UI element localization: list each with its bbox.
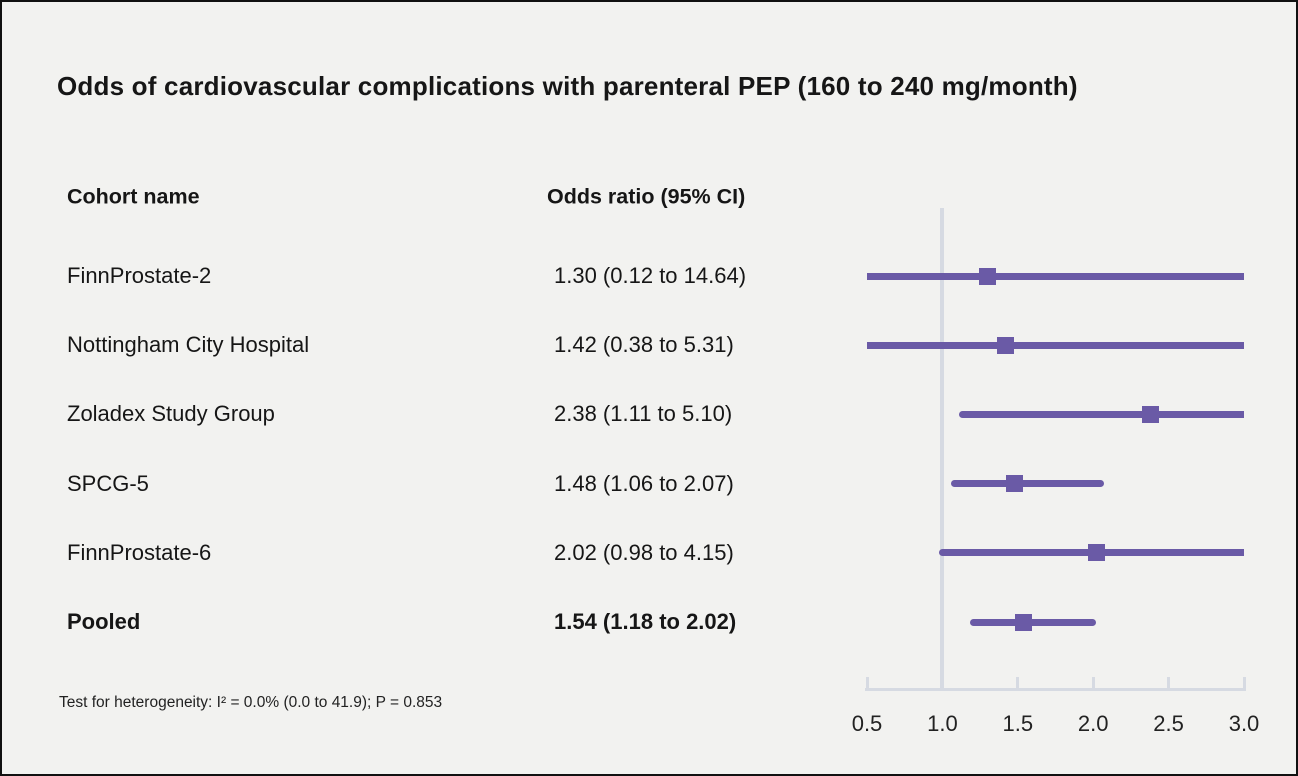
odds-ratio-marker [1006, 475, 1024, 493]
odds-ratio-marker [1015, 613, 1033, 631]
row-odds-ratio-value: 2.38 (1.11 to 5.10) [554, 401, 733, 427]
row-odds-ratio-value: 1.42 (0.38 to 5.31) [554, 332, 734, 358]
reference-line [940, 208, 945, 690]
x-axis-tick-label: 0.5 [851, 711, 883, 736]
x-axis-tick [1242, 677, 1246, 688]
row-cohort-name: Pooled [67, 609, 141, 634]
odds-ratio-marker [979, 267, 997, 285]
row-odds-ratio-value: 1.54 (1.18 to 2.02) [554, 609, 737, 634]
x-axis-tick-label: 3.0 [1228, 711, 1260, 736]
confidence-interval-line [867, 341, 1244, 349]
row-cohort-name: FinnProstate-2 [67, 263, 212, 288]
confidence-interval-line [951, 480, 1104, 488]
row-cohort-name: SPCG-5 [67, 470, 149, 496]
page-title: Odds of cardiovascular complications wit… [57, 71, 1078, 101]
x-axis-tick [1167, 677, 1171, 688]
x-axis-tick [1091, 677, 1095, 688]
heterogeneity-note: Test for heterogeneity: I² = 0.0% (0.0 t… [59, 694, 443, 711]
row-cohort-name: FinnProstate-6 [67, 539, 212, 565]
row-odds-ratio-value: 1.30 (0.12 to 14.64) [554, 263, 747, 288]
odds-ratio-marker [1142, 405, 1159, 423]
confidence-interval-line [969, 618, 1097, 626]
row-cohort-name: Zoladex Study Group [67, 401, 275, 427]
x-axis-tick-label: 2.5 [1153, 711, 1184, 736]
odds-ratio-marker [997, 336, 1015, 354]
x-axis-tick-label: 2.0 [1077, 711, 1109, 736]
row-cohort-name: Nottingham City Hospital [67, 332, 310, 358]
x-axis-tick-label: 1.5 [1002, 711, 1034, 736]
column-header-cohort: Cohort name [67, 184, 200, 209]
x-axis-line [865, 688, 1246, 691]
confidence-interval-line [958, 410, 1244, 418]
x-axis-tick [865, 677, 869, 688]
odds-ratio-marker [1087, 544, 1105, 562]
x-axis-tick-label: 1.0 [927, 711, 958, 736]
row-odds-ratio-value: 1.48 (1.06 to 2.07) [554, 470, 734, 496]
x-axis-tick [1016, 677, 1020, 688]
confidence-interval-line [867, 272, 1244, 280]
row-odds-ratio-value: 2.02 (0.98 to 4.15) [554, 539, 734, 565]
column-header-odds-ratio: Odds ratio (95% CI) [547, 184, 746, 209]
